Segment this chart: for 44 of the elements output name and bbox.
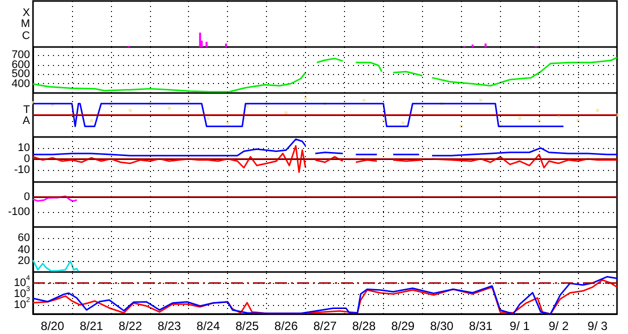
point — [206, 116, 210, 120]
point — [518, 116, 522, 120]
y-tick-label: 700 — [10, 49, 30, 62]
y-tick-label: 20 — [16, 254, 30, 267]
x-tick-label: 8/28 — [352, 319, 376, 333]
x-tick-label: 8/26 — [274, 319, 298, 333]
point — [304, 96, 308, 100]
point — [128, 108, 132, 112]
x-tick-label: 9/ 3 — [588, 319, 608, 333]
x-tick-label: 8/25 — [235, 319, 260, 333]
x-tick-label: 8/27 — [313, 319, 337, 333]
point — [479, 98, 482, 102]
point — [284, 111, 288, 114]
x-tick-label: 8/30 — [430, 319, 454, 333]
point — [168, 106, 171, 110]
point — [362, 98, 366, 102]
x-tick-label: 8/23 — [158, 319, 182, 333]
point — [226, 121, 230, 124]
y-tick-label: -100 — [6, 206, 30, 218]
y-tick-label: 10 — [16, 142, 30, 154]
x-tick-label: 8/21 — [80, 319, 104, 333]
y-tick-label: 0 — [22, 152, 30, 165]
text: M — [20, 18, 30, 30]
text: C — [21, 30, 30, 42]
y-tick-label: 40 — [16, 244, 30, 256]
x-tick-label: 9/ 1 — [510, 319, 530, 333]
x-tick-label: 8/29 — [391, 319, 415, 333]
point — [90, 119, 93, 122]
y-tick-label: -10 — [13, 164, 30, 176]
y-tick-label: 0 — [22, 191, 30, 203]
text: T — [22, 104, 30, 116]
y-tick-label: 500 — [10, 68, 30, 80]
x-tick-label: 9/ 2 — [548, 319, 569, 333]
x-tick-label: 8/24 — [196, 319, 220, 333]
y-tick-label: 400 — [10, 78, 30, 90]
point — [596, 108, 600, 112]
x-tick-label: 8/20 — [40, 319, 64, 333]
y-tick-label: 60 — [16, 232, 30, 244]
y-tick-label: 10$^{2}$ — [12, 296, 30, 311]
x-tick-label: 8/31 — [469, 319, 493, 333]
x-tick-label: 8/22 — [118, 319, 142, 333]
text: A — [22, 114, 30, 126]
text: X — [22, 6, 30, 18]
point — [401, 121, 404, 124]
